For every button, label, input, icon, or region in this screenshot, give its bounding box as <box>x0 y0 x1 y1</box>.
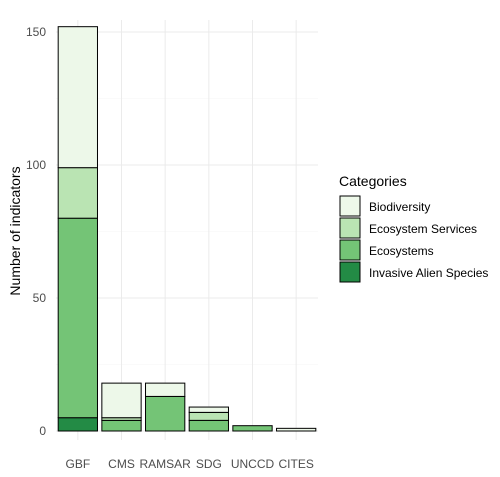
legend-label: Invasive Alien Species <box>369 266 488 280</box>
legend-key <box>339 217 361 239</box>
bar-gbf-invasive-alien-species <box>57 417 98 432</box>
legend-key <box>339 239 361 261</box>
x-tick-label: CMS <box>108 457 135 471</box>
bars <box>57 26 317 432</box>
x-tick-label: UNCCD <box>231 457 275 471</box>
bar-ramsar-ecosystems <box>145 395 186 432</box>
bar-cms-ecosystems <box>101 419 142 432</box>
bar-cites-biodiversity <box>276 427 317 432</box>
y-tick-label: 100 <box>26 158 46 172</box>
bar-gbf-ecosystems <box>57 217 98 419</box>
bar-ramsar-biodiversity <box>145 382 186 397</box>
bar-sdg-ecosystems <box>188 419 229 432</box>
bar-gbf-ecosystem-services <box>57 167 98 219</box>
bar-gbf-biodiversity <box>57 26 98 169</box>
legend-title: Categories <box>339 173 407 189</box>
y-tick-label: 0 <box>39 424 46 438</box>
legend-key <box>339 261 361 283</box>
legend-label: Biodiversity <box>369 200 430 214</box>
x-tick-label: CITES <box>278 457 313 471</box>
grid-lines <box>56 20 318 440</box>
x-axis-ticks: GBF CMS RAMSAR SDG UNCCD CITES <box>65 457 313 471</box>
bar-cms-biodiversity <box>101 382 142 419</box>
x-tick-label: GBF <box>65 457 90 471</box>
y-tick-label: 150 <box>26 25 46 39</box>
y-axis-ticks: 0 50 100 150 <box>26 25 46 438</box>
legend: Categories Biodiversity Ecosystem Service… <box>339 173 488 283</box>
y-axis-title: Number of indicators <box>7 166 23 295</box>
legend-label: Ecosystems <box>369 244 434 258</box>
legend-label: Ecosystem Services <box>369 222 477 236</box>
bar-sdg-ecosystem-services <box>188 411 229 421</box>
bar-unccd-ecosystems <box>232 425 273 432</box>
bar-sdg-biodiversity <box>188 406 229 413</box>
legend-key <box>339 195 361 217</box>
y-tick-label: 50 <box>33 291 47 305</box>
x-tick-label: RAMSAR <box>139 457 191 471</box>
x-tick-label: SDG <box>196 457 222 471</box>
